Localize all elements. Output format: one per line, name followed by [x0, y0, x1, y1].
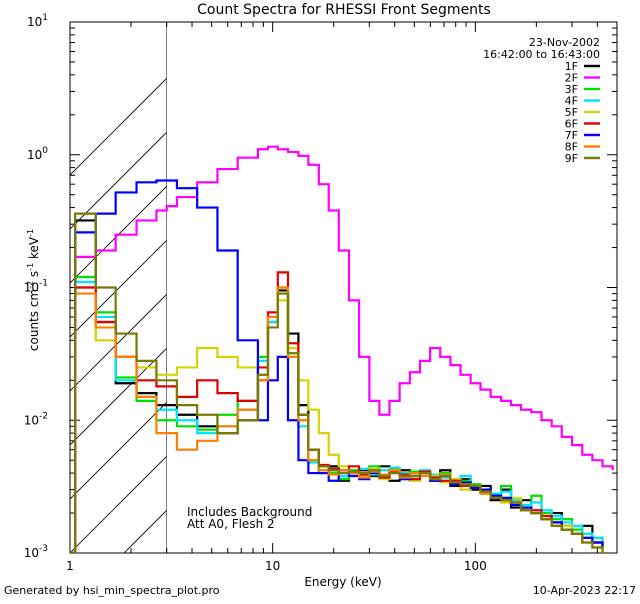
- timestamp-footer: 10-Apr-2023 22:17: [533, 584, 636, 597]
- y-axis-label-exp: -1: [26, 263, 35, 271]
- background-hatched-region: [70, 22, 167, 553]
- chart-title: Count Spectra for RHESSI Front Segments: [197, 2, 491, 18]
- x-tick-label: 100: [464, 559, 487, 573]
- y-tick-exponent: -2: [39, 411, 48, 421]
- legend-label-9f: 9F: [565, 152, 578, 165]
- y-tick-exponent: 0: [42, 146, 48, 156]
- legend-label-4f: 4F: [565, 95, 578, 108]
- x-axis-label: Energy (keV): [304, 575, 381, 589]
- hatch-line: [70, 77, 167, 176]
- y-axis-label-exp: -2: [26, 281, 35, 289]
- y-tick-exponent: 1: [42, 13, 48, 23]
- hatch-line: [70, 239, 167, 338]
- annotation-background: Includes Background: [187, 505, 312, 519]
- observation-time-range: 16:42:00 to 16:43:00: [483, 48, 600, 61]
- series-line-9f: [70, 212, 604, 553]
- generator-footer: Generated by hsi_min_spectra_plot.pro: [4, 584, 220, 597]
- x-tick-label: 1: [66, 559, 74, 573]
- y-axis-label-part: keV: [27, 236, 41, 263]
- legend-label-5f: 5F: [565, 106, 578, 119]
- legend-label-7f: 7F: [565, 129, 578, 142]
- observation-date: 23-Nov-2002: [529, 36, 600, 49]
- y-axis-label-part: s: [27, 271, 41, 281]
- y-tick-exponent: -3: [39, 544, 48, 554]
- legend-label-1f: 1F: [565, 60, 578, 73]
- y-axis-label-group: counts cm-2 s-1 keV-1: [26, 229, 41, 351]
- series-lines: [70, 145, 614, 553]
- legend-label-2f: 2F: [565, 72, 578, 85]
- legend-label-8f: 8F: [565, 141, 578, 154]
- y-axis-label: counts cm-2 s-1 keV-1: [26, 229, 41, 351]
- y-tick-exponent: -1: [39, 279, 48, 289]
- legend-label-3f: 3F: [565, 83, 578, 96]
- hatch-line: [70, 455, 167, 553]
- annotation-attenuator: Att A0, Flesh 2: [187, 517, 275, 531]
- y-axis-label-exp: -1: [26, 229, 35, 237]
- hatch-line: [70, 401, 167, 500]
- x-tick-label: 10: [265, 559, 280, 573]
- legend-label-6f: 6F: [565, 118, 578, 131]
